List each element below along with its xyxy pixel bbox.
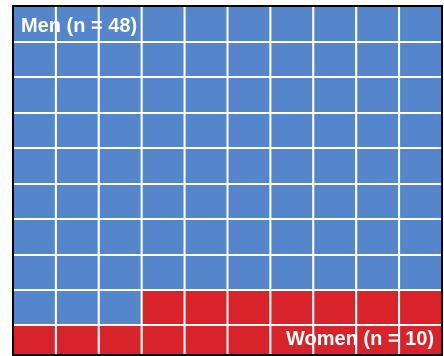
men-cell (140, 218, 186, 256)
men-cell (226, 5, 272, 43)
men-cell (269, 76, 315, 114)
men-cell (183, 41, 229, 78)
men-cell (97, 183, 143, 220)
women-label: Women (n = 10) (286, 328, 434, 350)
men-cell (269, 183, 315, 220)
women-cell (140, 289, 186, 326)
men-cell (183, 254, 229, 291)
men-cell (183, 218, 229, 256)
men-cell (183, 147, 229, 185)
men-cell (312, 254, 358, 291)
men-cell (398, 41, 444, 78)
women-cell (226, 289, 272, 326)
men-cell (12, 254, 57, 291)
men-cell (12, 76, 57, 114)
men-cell (226, 76, 272, 114)
men-cell (226, 147, 272, 185)
men-cell (226, 183, 272, 220)
women-cell (398, 289, 444, 326)
men-cell (355, 5, 401, 43)
men-cell (355, 183, 401, 220)
men-cell (97, 112, 143, 149)
men-label: Men (n = 48) (21, 15, 137, 37)
men-cell (54, 183, 100, 220)
men-cell (355, 254, 401, 291)
men-cell (269, 147, 315, 185)
men-cell (312, 41, 358, 78)
men-cell (54, 41, 100, 78)
men-cell (355, 112, 401, 149)
women-cell (183, 324, 229, 356)
men-cell (355, 218, 401, 256)
men-cell (183, 5, 229, 43)
men-cell (140, 76, 186, 114)
men-cell (312, 183, 358, 220)
men-cell (12, 147, 57, 185)
men-cell (12, 218, 57, 256)
men-cell (183, 76, 229, 114)
men-cell (54, 147, 100, 185)
men-cell (312, 147, 358, 185)
women-cell (54, 324, 100, 356)
men-cell (355, 41, 401, 78)
men-cell (398, 112, 444, 149)
men-cell (97, 254, 143, 291)
men-cell (97, 289, 143, 326)
men-cell (398, 254, 444, 291)
women-cell (97, 324, 143, 356)
men-cell (54, 289, 100, 326)
men-cell (140, 5, 186, 43)
women-cell (226, 324, 272, 356)
men-cell (54, 112, 100, 149)
men-cell (54, 218, 100, 256)
women-cell (140, 324, 186, 356)
men-cell (54, 76, 100, 114)
chart-border (12, 5, 443, 356)
men-cell (226, 112, 272, 149)
men-cell (226, 41, 272, 78)
men-cell (355, 147, 401, 185)
men-cell (140, 112, 186, 149)
men-cell (398, 183, 444, 220)
men-cell (355, 76, 401, 114)
men-cell (269, 254, 315, 291)
men-cell (269, 112, 315, 149)
men-cell (97, 41, 143, 78)
men-cell (140, 147, 186, 185)
women-cell (269, 289, 315, 326)
men-cell (269, 218, 315, 256)
men-cell (312, 76, 358, 114)
women-cell (183, 289, 229, 326)
men-cell (269, 41, 315, 78)
men-cell (140, 183, 186, 220)
men-cell (398, 147, 444, 185)
men-cell (398, 218, 444, 256)
men-cell (97, 218, 143, 256)
men-cell (312, 5, 358, 43)
men-cell (183, 112, 229, 149)
men-cell (54, 254, 100, 291)
men-cell (226, 254, 272, 291)
men-cell (97, 76, 143, 114)
men-cell (183, 183, 229, 220)
women-cell (12, 324, 57, 356)
men-cell (398, 76, 444, 114)
waffle-cells (12, 5, 444, 356)
men-cell (12, 183, 57, 220)
women-cell (355, 289, 401, 326)
men-cell (140, 41, 186, 78)
men-cell (312, 112, 358, 149)
men-cell (140, 254, 186, 291)
men-cell (398, 5, 444, 43)
men-cell (312, 218, 358, 256)
men-cell (12, 41, 57, 78)
men-cell (12, 289, 57, 326)
women-cell (312, 289, 358, 326)
men-cell (97, 147, 143, 185)
men-cell (12, 112, 57, 149)
men-cell (226, 218, 272, 256)
men-cell (269, 5, 315, 43)
